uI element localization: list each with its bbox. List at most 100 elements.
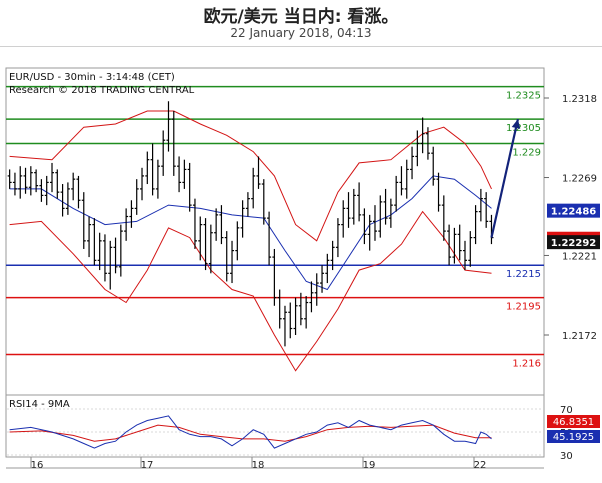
candle: [357, 182, 362, 222]
candle: [277, 289, 282, 329]
candle: [198, 216, 203, 261]
candle: [55, 169, 60, 199]
candle: [457, 224, 462, 261]
header-divider: [0, 46, 602, 47]
rsi-tick-label: 70: [560, 405, 573, 416]
level-label: 1.2325: [506, 91, 541, 102]
candle: [298, 292, 303, 326]
candle: [245, 192, 250, 217]
candle: [44, 175, 49, 206]
candle: [134, 179, 139, 215]
candle: [65, 182, 70, 215]
rsi-line: [9, 415, 492, 449]
candle: [124, 208, 129, 241]
candle: [140, 167, 145, 201]
x-tick-label: 17: [141, 460, 154, 471]
candle: [224, 231, 229, 282]
forecast-arrow-line: [490, 118, 520, 238]
candle: [118, 224, 123, 277]
candle: [335, 218, 340, 258]
x-tick-label: 19: [363, 460, 376, 471]
candle: [420, 117, 425, 154]
candle: [288, 302, 293, 339]
candle: [478, 188, 483, 222]
candle: [383, 188, 388, 225]
candle: [415, 130, 420, 167]
candle: [325, 253, 330, 284]
bollinger-lower-line: [9, 210, 492, 372]
candle: [404, 159, 409, 199]
rsi-value-badge: 46.8351: [547, 415, 600, 428]
candle: [214, 208, 219, 241]
bollinger-upper-line: [9, 110, 492, 242]
candle: [341, 200, 346, 238]
candle: [431, 146, 436, 186]
candle: [187, 162, 192, 212]
candle: [108, 240, 113, 290]
price-tick-label: 1.2318: [562, 94, 597, 105]
candle: [230, 240, 235, 284]
x-tick-label: 16: [31, 460, 44, 471]
candle: [314, 273, 319, 306]
candle: [102, 234, 107, 282]
candle: [129, 200, 134, 228]
candle: [177, 156, 182, 193]
price-panel: [5, 67, 545, 396]
candle: [272, 248, 277, 306]
candle: [462, 240, 467, 271]
candle: [97, 232, 102, 271]
candle: [166, 101, 171, 152]
candle: [219, 205, 224, 245]
candle: [145, 151, 150, 185]
price-badge-box: [547, 203, 600, 218]
candle: [150, 143, 155, 196]
level-label: 1.216: [512, 358, 541, 369]
level-label: 1.2305: [506, 123, 541, 134]
rsi-ma-value-box: [547, 430, 600, 443]
candle: [12, 172, 17, 196]
candle: [410, 146, 415, 180]
candle: [388, 198, 393, 228]
candle: [18, 166, 23, 199]
rsi-value-box: [547, 415, 600, 428]
candle: [76, 175, 81, 209]
price-badge-box: [547, 235, 600, 250]
price-badge: 1.22292: [547, 235, 600, 250]
candle: [23, 167, 28, 194]
candle: [113, 237, 118, 274]
candle: [293, 297, 298, 335]
candle: [256, 156, 261, 189]
candle: [484, 192, 489, 228]
candle: [473, 205, 478, 245]
candle: [60, 184, 65, 217]
candle: [362, 208, 367, 245]
candle: [367, 214, 372, 251]
rsi-ma-value-badge: 45.1925: [547, 430, 600, 443]
candle: [267, 211, 272, 266]
rsi-panel: [5, 394, 545, 458]
candle: [452, 227, 457, 264]
candle: [399, 166, 404, 196]
candle: [92, 218, 97, 266]
page-title: 欧元/美元 当日内: 看涨。: [203, 7, 399, 27]
candle: [468, 231, 473, 267]
price-tick-label: 1.2269: [562, 174, 597, 185]
candle: [282, 305, 287, 347]
candle: [436, 172, 441, 212]
candle: [309, 281, 314, 313]
candle: [240, 200, 245, 238]
candle: [378, 195, 383, 238]
candle: [208, 224, 213, 274]
candle: [447, 224, 452, 266]
candle: [351, 188, 356, 225]
candle: [304, 296, 309, 329]
candle: [71, 172, 76, 201]
candle: [161, 130, 166, 176]
level-label: 1.2215: [506, 269, 541, 280]
candle: [182, 159, 187, 189]
candle: [372, 205, 377, 241]
candle: [28, 166, 33, 196]
candle: [394, 175, 399, 212]
forecast-arrow-head: [511, 119, 521, 129]
